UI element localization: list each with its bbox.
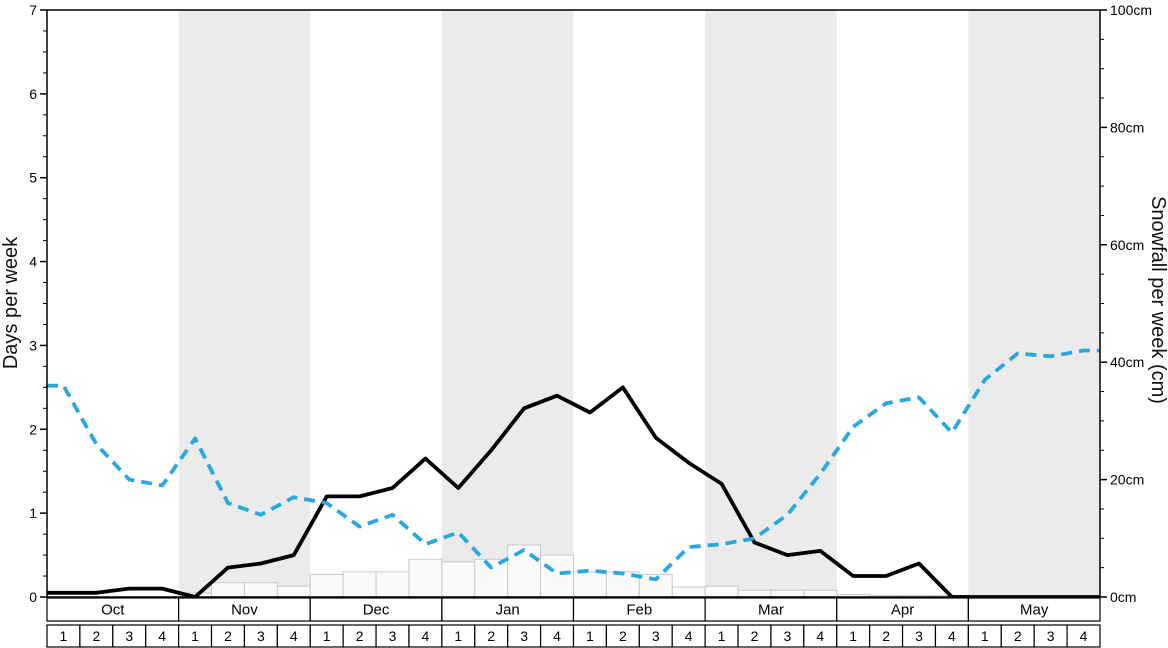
week-number-label: 4: [290, 628, 298, 644]
week-number-label: 2: [1014, 628, 1022, 644]
week-number-label: 1: [60, 628, 68, 644]
month-label-may: May: [1020, 602, 1049, 619]
week-number-label: 2: [882, 628, 890, 644]
chart-layers: 0 1 2 3 4 5 6 7 0cm 20cm 40cm 60cm 80cm 100cm Oct Nov De…: [29, 2, 1152, 648]
histogram-bar: [276, 585, 311, 598]
week-number-label: 3: [520, 628, 528, 644]
week-number-label: 2: [619, 628, 627, 644]
right-axis-title: Snowfall per week (cm): [1147, 196, 1168, 404]
histogram-bar: [803, 589, 838, 598]
month-label-dec: Dec: [363, 602, 390, 619]
histogram-bar: [441, 561, 476, 598]
week-number-label: 3: [783, 628, 791, 644]
week-number-label: 1: [981, 628, 989, 644]
left-tick-label: 2: [29, 421, 37, 437]
right-tick-label: 40cm: [1110, 354, 1144, 370]
month-label-apr: Apr: [891, 602, 914, 619]
left-axis-title: Days per week: [0, 236, 22, 369]
week-number-label: 4: [816, 628, 824, 644]
week-number-label: 3: [125, 628, 133, 644]
week-number-label: 3: [389, 628, 397, 644]
month-band-may: [968, 10, 1100, 597]
histogram-bar: [309, 573, 344, 598]
week-cell: [1066, 624, 1101, 648]
month-label-mar: Mar: [758, 602, 784, 619]
month-label-jan: Jan: [496, 602, 520, 619]
right-tick-label: 0cm: [1110, 589, 1136, 605]
week-number-label: 4: [1080, 628, 1088, 644]
histogram-bar: [375, 571, 410, 598]
right-tick-label: 80cm: [1110, 119, 1144, 135]
week-number-label: 1: [718, 628, 726, 644]
week-number-label: 2: [751, 628, 759, 644]
week-number-label: 4: [158, 628, 166, 644]
histogram-bar: [243, 582, 278, 598]
left-tick-label: 7: [29, 2, 37, 18]
snowfall-per-week-line: [47, 348, 1100, 582]
month-cell: [967, 597, 1101, 622]
month-label-oct: Oct: [101, 602, 125, 619]
week-number-label: 2: [356, 628, 364, 644]
week-number-label: 2: [224, 628, 232, 644]
week-number-label: 1: [586, 628, 594, 644]
week-number-label: 3: [257, 628, 265, 644]
week-number-label: 1: [323, 628, 331, 644]
histogram-bar: [540, 554, 574, 598]
histogram-bar: [408, 558, 443, 598]
week-number-label: 4: [948, 628, 956, 644]
right-tick-label: 100cm: [1110, 2, 1152, 18]
histogram-bar: [507, 544, 542, 598]
histogram-bar: [770, 589, 805, 598]
week-number-label: 4: [422, 628, 430, 644]
week-number-label: 1: [191, 628, 199, 644]
left-tick-label: 0: [29, 589, 37, 605]
week-number-label: 2: [487, 628, 495, 644]
left-tick-label: 4: [29, 254, 37, 270]
left-tick-label: 1: [29, 505, 37, 521]
histogram-bar: [211, 582, 245, 598]
week-number-label: 4: [685, 628, 693, 644]
histogram-bar: [737, 589, 772, 598]
month-band-jan: [441, 10, 574, 597]
month-band-mar: [705, 10, 837, 597]
week-number-label: 3: [652, 628, 660, 644]
histogram-bar: [573, 571, 607, 598]
week-number-label: 2: [92, 628, 100, 644]
histogram-bar: [671, 586, 706, 598]
left-tick-label: 5: [29, 170, 37, 186]
histogram-bar: [704, 585, 739, 598]
week-number-label: 3: [1047, 628, 1055, 644]
month-label-nov: Nov: [231, 602, 258, 619]
right-tick-label: 20cm: [1110, 472, 1144, 488]
days-per-week-line: [47, 385, 1100, 599]
week-number-label: 1: [454, 628, 462, 644]
right-tick-label: 60cm: [1110, 237, 1144, 253]
month-label-feb: Feb: [626, 602, 652, 619]
week-number-label: 3: [915, 628, 923, 644]
left-tick-label: 3: [29, 337, 37, 353]
week-number-label: 1: [849, 628, 857, 644]
left-tick-label: 6: [29, 86, 37, 102]
week-number-label: 4: [553, 628, 561, 644]
histogram-bar: [342, 571, 377, 598]
